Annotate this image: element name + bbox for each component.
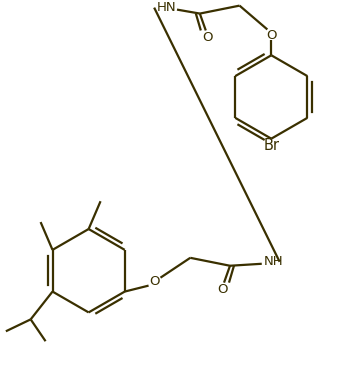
Text: O: O <box>217 283 227 296</box>
Text: O: O <box>203 31 213 44</box>
Text: O: O <box>266 29 276 42</box>
Text: O: O <box>149 275 160 288</box>
Text: HN: HN <box>156 1 176 14</box>
Text: Br: Br <box>263 138 279 152</box>
Text: NH: NH <box>264 255 283 268</box>
